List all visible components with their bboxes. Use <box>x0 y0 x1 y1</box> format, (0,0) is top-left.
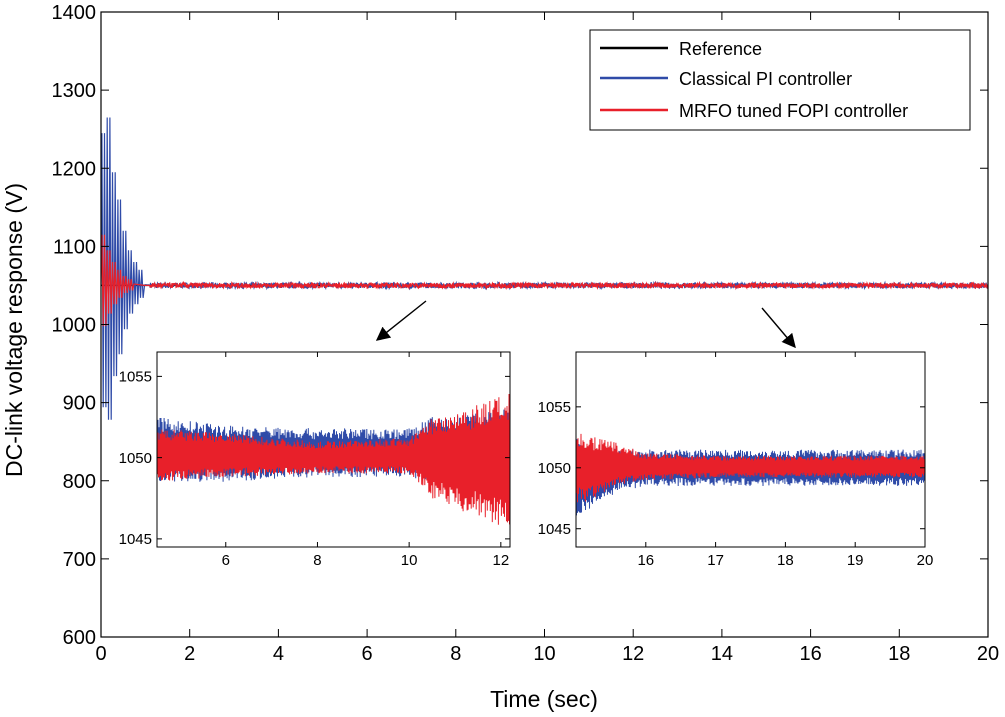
inset1-ytick-label: 1050 <box>119 450 152 467</box>
main-ytick-label: 700 <box>63 549 96 571</box>
inset-right-frame <box>575 351 926 548</box>
inset2-series-mrfo-fopi <box>576 433 925 503</box>
legend-label-classical-pi: Classical PI controller <box>679 69 852 89</box>
main-xtick-label: 6 <box>362 643 373 665</box>
main-ytick-label: 800 <box>63 471 96 493</box>
main-xtick-label: 4 <box>273 643 284 665</box>
main-xtick-label: 20 <box>977 643 999 665</box>
main-xtick-label: 16 <box>799 643 821 665</box>
main-xtick-label: 8 <box>450 643 461 665</box>
main-xtick-label: 12 <box>622 643 644 665</box>
main-xtick-label: 18 <box>888 643 910 665</box>
inset1-series-mrfo-fopi <box>157 393 510 525</box>
main-ytick-label: 1400 <box>52 2 97 24</box>
y-axis-label: DC-link voltage response (V) <box>1 183 27 477</box>
main-ytick-label: 1300 <box>52 80 97 102</box>
main-ytick-label: 900 <box>63 393 96 415</box>
inset1-xtick-label: 6 <box>222 552 230 569</box>
inset2-xtick-label: 20 <box>917 552 934 569</box>
x-axis-label: Time (sec) <box>490 686 598 712</box>
inset2-xtick-label: 17 <box>707 552 724 569</box>
inset2-ytick-label: 1050 <box>538 460 571 477</box>
main-xtick-label: 0 <box>95 643 106 665</box>
inset2-ytick-label: 1055 <box>538 399 571 416</box>
main-ytick-label: 600 <box>63 627 96 649</box>
main-ytick-label: 1000 <box>52 315 97 337</box>
inset1-ytick-label: 1045 <box>119 531 152 548</box>
inset1-ytick-label: 1055 <box>119 369 152 386</box>
legend-box <box>589 29 971 131</box>
inset1-xtick-label: 12 <box>492 552 509 569</box>
zoom-arrow-left <box>375 300 427 341</box>
inset-zoom-left: 6 8 10 12 1045 1050 1055 <box>119 351 511 569</box>
main-xtick-label: 10 <box>533 643 555 665</box>
main-xtick-label: 2 <box>184 643 195 665</box>
legend: Reference Classical PI controller MRFO t… <box>589 29 971 131</box>
inset1-xtick-label: 10 <box>401 552 418 569</box>
main-xtick-label: 14 <box>711 643 733 665</box>
main-ytick-label: 1100 <box>53 236 96 258</box>
inset-zoom-right: 16 17 18 19 20 1045 1050 1055 <box>538 351 934 569</box>
inset2-xtick-label: 19 <box>847 552 864 569</box>
inset2-ytick-label: 1045 <box>538 521 571 538</box>
legend-label-reference: Reference <box>679 39 762 59</box>
inset-right-background <box>576 352 925 547</box>
main-ytick-label: 1200 <box>52 158 97 180</box>
legend-label-mrfo-fopi: MRFO tuned FOPI controller <box>679 101 908 121</box>
inset2-xtick-label: 16 <box>637 552 654 569</box>
inset1-xtick-label: 8 <box>313 552 321 569</box>
zoom-arrow-right <box>761 307 796 349</box>
inset2-xtick-label: 18 <box>777 552 794 569</box>
inset-left-frame <box>156 351 511 548</box>
main-series-mrfo-fopi <box>101 234 988 327</box>
